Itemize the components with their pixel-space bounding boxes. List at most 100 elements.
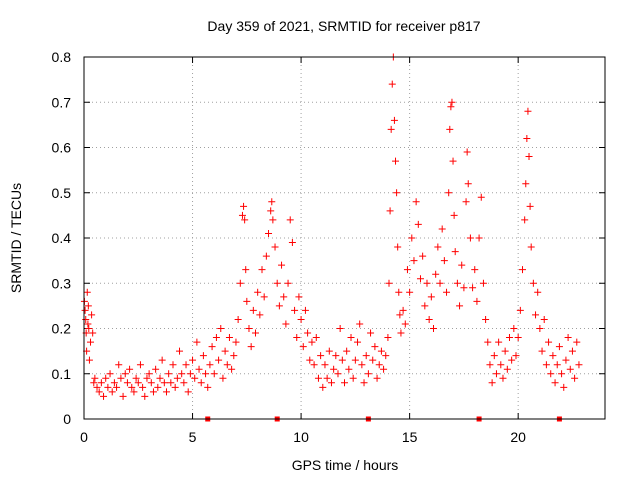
data-point <box>254 288 262 296</box>
data-point <box>384 334 392 342</box>
data-point <box>558 370 566 378</box>
data-point <box>195 365 203 373</box>
data-point <box>204 383 212 391</box>
data-point <box>299 343 307 351</box>
data-point <box>440 257 448 265</box>
data-point <box>330 365 338 373</box>
data-point <box>104 383 112 391</box>
data-point <box>178 370 186 378</box>
data-point <box>458 261 466 269</box>
data-point <box>113 383 121 391</box>
data-point <box>115 361 123 369</box>
data-point <box>269 216 277 224</box>
data-point <box>308 338 316 346</box>
data-point <box>519 266 527 274</box>
data-point <box>221 347 229 355</box>
data-point <box>173 374 181 382</box>
data-point <box>225 334 233 342</box>
data-point <box>388 80 396 88</box>
data-point <box>390 116 398 124</box>
data-point <box>82 315 90 323</box>
data-point <box>410 257 418 265</box>
data-point <box>295 293 303 301</box>
data-point <box>256 311 264 319</box>
data-point <box>521 216 529 224</box>
data-point <box>568 347 576 355</box>
data-point <box>427 293 435 301</box>
data-point <box>395 288 403 296</box>
data-point <box>241 216 249 224</box>
data-point <box>83 288 91 296</box>
data-point <box>532 311 540 319</box>
data-point <box>466 234 474 242</box>
data-point <box>286 216 294 224</box>
data-point <box>360 379 368 387</box>
y-tick-label: 0.7 <box>52 94 72 110</box>
data-point <box>362 352 370 360</box>
data-point <box>338 356 346 364</box>
y-tick-label: 0.4 <box>52 230 72 246</box>
data-point <box>301 306 309 314</box>
data-point <box>375 361 383 369</box>
data-point <box>332 352 340 360</box>
data-point <box>325 347 333 355</box>
data-point <box>382 352 390 360</box>
data-point <box>141 392 149 400</box>
data-point <box>334 370 342 378</box>
data-point <box>393 189 401 197</box>
data-point <box>280 293 288 301</box>
data-point <box>147 379 155 387</box>
data-point <box>84 320 92 328</box>
data-point <box>545 338 553 346</box>
data-point <box>508 356 516 364</box>
data-point <box>319 383 327 391</box>
data-point <box>553 361 561 369</box>
data-point <box>251 329 259 337</box>
data-point <box>119 392 127 400</box>
data-point <box>358 361 366 369</box>
data-point <box>267 207 275 215</box>
data-point <box>291 306 299 314</box>
data-point <box>551 379 559 387</box>
data-point <box>171 383 179 391</box>
data-point <box>534 288 542 296</box>
data-point <box>343 347 351 355</box>
data-point <box>297 315 305 323</box>
data-point <box>524 107 532 115</box>
data-point <box>228 365 236 373</box>
data-point <box>438 225 446 233</box>
data-point <box>527 243 535 251</box>
scatter-points <box>80 53 583 400</box>
data-point <box>423 279 431 287</box>
data-point <box>158 356 166 364</box>
data-point <box>387 125 395 133</box>
data-point <box>87 338 95 346</box>
data-point <box>90 379 98 387</box>
data-point <box>482 315 490 323</box>
data-point <box>364 370 372 378</box>
data-point <box>288 239 296 247</box>
data-point <box>430 325 438 332</box>
data-point <box>523 134 531 142</box>
data-point <box>401 320 409 328</box>
data-point <box>84 302 92 310</box>
data-point <box>514 334 522 342</box>
data-point <box>189 356 197 364</box>
data-point <box>436 279 444 287</box>
x-axis-label: GPS time / hours <box>292 457 399 473</box>
data-point <box>108 388 116 396</box>
data-point <box>100 392 108 400</box>
data-point <box>97 379 105 387</box>
data-point <box>406 288 414 296</box>
data-point <box>497 361 505 369</box>
data-point <box>268 198 276 206</box>
y-axis-label: SRMTID / TECUs <box>8 183 24 293</box>
data-point <box>385 279 393 287</box>
data-point <box>555 343 563 351</box>
data-point <box>566 365 574 373</box>
data-point <box>167 379 175 387</box>
data-point <box>503 365 511 373</box>
data-point <box>123 379 131 387</box>
data-point <box>265 229 273 237</box>
